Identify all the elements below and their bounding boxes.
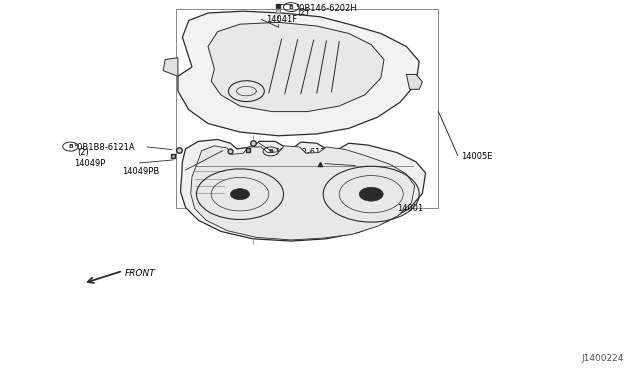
Text: B: B — [68, 144, 73, 149]
Text: (2): (2) — [77, 148, 88, 157]
Polygon shape — [178, 11, 419, 136]
Polygon shape — [180, 140, 426, 241]
Text: 14049P: 14049P — [74, 159, 105, 168]
Circle shape — [359, 187, 383, 201]
Text: 14041F: 14041F — [266, 15, 297, 24]
Text: B: B — [289, 4, 294, 10]
Text: B: B — [268, 149, 273, 154]
Text: (2): (2) — [297, 8, 308, 17]
Text: °0B1B8-6121A: °0B1B8-6121A — [275, 148, 337, 157]
Text: FRONT: FRONT — [125, 269, 156, 278]
Polygon shape — [191, 146, 415, 240]
Polygon shape — [163, 58, 178, 76]
Circle shape — [230, 189, 250, 200]
Text: °0B1B8-6121A: °0B1B8-6121A — [74, 143, 135, 152]
Bar — [176, 9, 438, 208]
Text: 14049PB: 14049PB — [122, 167, 159, 176]
Polygon shape — [208, 22, 384, 112]
Text: °0B146-6202H: °0B146-6202H — [296, 4, 357, 13]
Text: 14001: 14001 — [397, 204, 423, 213]
Text: 14005E: 14005E — [461, 152, 492, 161]
Text: 14041E: 14041E — [358, 164, 390, 173]
Polygon shape — [406, 74, 422, 89]
Text: J1400224: J1400224 — [582, 354, 624, 363]
Text: (2): (2) — [278, 153, 290, 162]
